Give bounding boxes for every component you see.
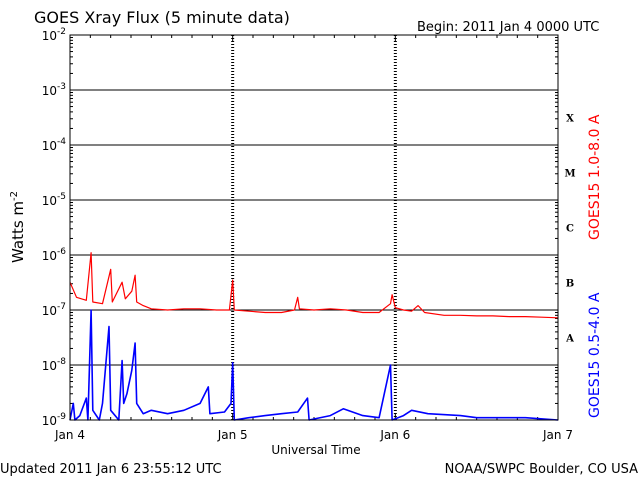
- y-tick-label: 10-9: [42, 412, 67, 428]
- series-layer: [69, 252, 559, 421]
- footer-source: NOAA/SWPC Boulder, CO USA: [445, 462, 638, 477]
- flare-class-label: C: [566, 224, 574, 235]
- flare-class-label: M: [564, 169, 575, 180]
- y-tick-label: 10-6: [42, 247, 67, 263]
- y-tick-label: 10-5: [42, 192, 66, 208]
- legend-series-short: GOES15 0.5-4.0 A: [587, 292, 603, 418]
- x-axis-title: Universal Time: [271, 443, 360, 457]
- flare-class-label: B: [566, 279, 574, 290]
- y-tick-labels: 10-9 10-8 10-7 10-6 10-5 10-4 10-3 10-2: [42, 27, 67, 428]
- y-tick-label: 10-7: [42, 302, 66, 318]
- y-axis-title: Watts m-2: [9, 191, 27, 263]
- series-line-0: [69, 252, 559, 319]
- legend-series-long: GOES15 1.0-8.0 A: [587, 114, 603, 240]
- gridlines: [70, 35, 558, 420]
- flare-class-labels: A B C M X: [564, 114, 575, 345]
- x-tick-label: Jan 6: [379, 428, 410, 442]
- plot-frame: [69, 34, 559, 421]
- flare-class-label: A: [565, 334, 574, 345]
- y-tick-label: 10-8: [42, 357, 67, 373]
- y-tick-label: 10-3: [42, 82, 66, 98]
- x-tick-label: Jan 5: [217, 428, 248, 442]
- y-tick-label: 10-4: [42, 137, 67, 153]
- y-tick-label: 10-2: [42, 27, 66, 43]
- x-tick-label: Jan 7: [542, 428, 573, 442]
- x-tick-label: Jan 4: [54, 428, 85, 442]
- flare-class-label: X: [566, 114, 574, 125]
- footer-updated: Updated 2011 Jan 6 23:55:12 UTC: [0, 462, 222, 477]
- chart-title: GOES Xray Flux (5 minute data): [34, 8, 290, 27]
- x-tick-labels: Jan 4 Jan 5 Jan 6 Jan 7: [54, 428, 573, 442]
- series-line-1: [69, 309, 559, 421]
- begin-label: Begin: 2011 Jan 4 0000 UTC: [417, 20, 599, 35]
